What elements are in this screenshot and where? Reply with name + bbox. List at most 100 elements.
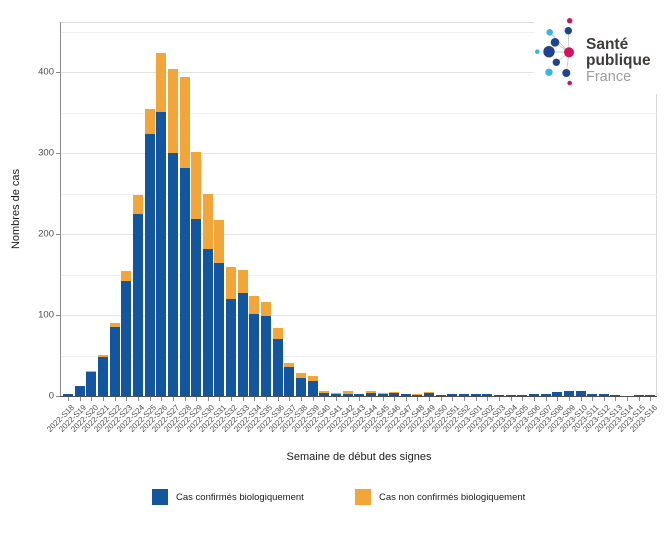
- x-tick-2023-S02: [487, 397, 489, 401]
- bar-2022-S38: [295, 373, 306, 396]
- bar-segment-non-confirmed: [354, 393, 365, 395]
- x-tick-2022-S31: [219, 397, 221, 401]
- bar-2022-S48: [412, 394, 423, 396]
- sante-publique-france-logo: Santé publique France: [534, 12, 660, 94]
- bar-2022-S32: [226, 267, 237, 396]
- bar-2022-S51: [447, 394, 458, 396]
- x-tick-2022-S32: [231, 397, 233, 401]
- x-tick-2022-S38: [300, 397, 302, 401]
- gridline-350: [61, 112, 657, 114]
- bar-segment-confirmed: [179, 167, 190, 396]
- x-tick-2022-S44: [370, 397, 372, 401]
- x-tick-2022-S40: [324, 397, 326, 401]
- gridline-200: [61, 234, 657, 235]
- bar-segment-confirmed: [528, 394, 539, 396]
- x-tick-2022-S46: [394, 397, 396, 401]
- bar-segment-confirmed: [249, 314, 260, 396]
- bar-segment-confirmed: [587, 393, 598, 396]
- x-tick-2022-S49: [429, 397, 431, 401]
- logo-text-publique: publique: [586, 52, 651, 69]
- bar-segment-non-confirmed: [377, 392, 388, 394]
- x-tick-2023-S11: [592, 397, 594, 401]
- bar-2022-S18: [63, 393, 73, 396]
- bar-2023-S08: [552, 391, 563, 396]
- bar-2022-S19: [74, 386, 85, 396]
- bar-segment-non-confirmed: [109, 323, 120, 328]
- bar-segment-non-confirmed: [365, 391, 376, 394]
- bar-segment-non-confirmed: [202, 194, 213, 249]
- bar-segment-non-confirmed: [307, 375, 318, 382]
- bar-2022-S39: [307, 375, 318, 397]
- logo-text-france: France: [586, 69, 631, 85]
- x-tick-2022-S27: [172, 397, 174, 401]
- bar-segment-confirmed: [540, 394, 551, 396]
- y-tick-0: [56, 396, 60, 397]
- x-tick-2023-S14: [627, 397, 629, 401]
- y-tick-label-300: 300: [38, 147, 54, 159]
- bar-2022-S23: [121, 271, 132, 396]
- bar-2022-S46: [389, 391, 400, 396]
- legend-label-non-confirmed: Cas non confirmés biologiquement: [379, 491, 526, 503]
- legend-label-confirmed: Cas confirmés biologiquement: [176, 491, 304, 503]
- x-tick-2023-S09: [568, 397, 570, 401]
- bar-2023-S04: [505, 395, 516, 396]
- bar-segment-confirmed: [97, 357, 108, 396]
- bar-2023-S09: [563, 391, 574, 396]
- bar-segment-confirmed: [261, 315, 271, 396]
- bar-segment-non-confirmed: [470, 393, 481, 395]
- bar-2022-S22: [109, 323, 120, 396]
- x-tick-2022-S51: [452, 397, 454, 401]
- x-tick-2023-S06: [533, 397, 535, 401]
- x-tick-2023-S10: [580, 397, 582, 401]
- bar-2022-S30: [202, 194, 213, 396]
- gridline-100: [61, 315, 657, 316]
- bar-segment-non-confirmed: [319, 391, 330, 394]
- bar-segment-non-confirmed: [167, 68, 178, 153]
- x-tick-2022-S18: [68, 397, 69, 401]
- bar-segment-non-confirmed: [226, 267, 237, 299]
- logo-text-sante: Santé: [586, 36, 629, 53]
- bar-segment-confirmed: [307, 381, 318, 397]
- y-tick-label-0: 0: [48, 390, 54, 402]
- bar-segment-non-confirmed: [342, 391, 353, 395]
- x-tick-2022-S29: [196, 397, 198, 401]
- bar-2022-S36: [272, 328, 283, 396]
- gridline-50: [61, 355, 657, 357]
- bar-segment-non-confirmed: [400, 393, 411, 395]
- x-tick-2022-S21: [102, 397, 104, 401]
- bar-segment-non-confirmed: [284, 362, 295, 367]
- bar-2022-S44: [365, 391, 376, 396]
- bar-segment-non-confirmed: [237, 270, 248, 294]
- x-tick-2022-S39: [312, 397, 314, 401]
- bar-segment-non-confirmed: [459, 393, 469, 395]
- bar-segment-confirmed: [74, 386, 85, 396]
- x-tick-2022-S34: [254, 397, 256, 401]
- bar-segment-confirmed: [214, 263, 225, 396]
- x-tick-2023-S04: [510, 397, 512, 401]
- bar-segment-confirmed: [645, 395, 656, 396]
- bar-2022-S34: [249, 295, 260, 396]
- bar-2022-S43: [354, 393, 365, 396]
- y-tick-300: [56, 153, 60, 154]
- x-tick-2023-S05: [522, 397, 524, 401]
- bar-segment-confirmed: [226, 298, 237, 396]
- x-tick-2022-S33: [242, 397, 244, 401]
- x-axis-line: [60, 396, 657, 397]
- x-tick-2022-S28: [184, 397, 186, 401]
- bar-segment-confirmed: [459, 394, 469, 396]
- bar-2022-S49: [424, 391, 435, 396]
- bar-segment-confirmed: [167, 152, 178, 396]
- y-tick-label-400: 400: [38, 66, 54, 78]
- bar-2022-S50: [435, 395, 446, 396]
- bar-segment-confirmed: [86, 371, 97, 396]
- x-tick-2022-S35: [266, 397, 267, 401]
- bar-2023-S02: [482, 394, 493, 396]
- bar-2023-S16: [645, 395, 656, 396]
- bar-segment-non-confirmed: [295, 373, 306, 379]
- x-tick-2022-S52: [464, 397, 465, 401]
- bar-2022-S21: [97, 354, 108, 396]
- x-tick-2022-S47: [405, 397, 407, 401]
- bar-2022-S40: [319, 391, 330, 396]
- x-tick-2022-S26: [161, 397, 163, 401]
